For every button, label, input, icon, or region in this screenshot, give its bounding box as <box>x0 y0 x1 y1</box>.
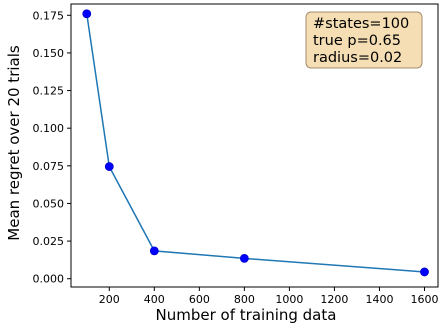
series-layer <box>82 9 429 277</box>
y-tick-label: 0.050 <box>33 197 65 210</box>
x-tick-label: 400 <box>144 293 165 306</box>
annotation-line-2: true p=0.65 <box>313 33 401 49</box>
annotation-box: #states=100 true p=0.65 radius=0.02 <box>305 11 423 69</box>
y-tick-label: 0.100 <box>33 122 65 135</box>
annotation-line-1: #states=100 <box>313 16 409 32</box>
x-tick-label: 1600 <box>410 293 438 306</box>
x-axis-label: Number of training data <box>156 306 337 324</box>
x-tick-label: 1400 <box>365 293 393 306</box>
x-axis-ticks: 200 400 600 800 1000 1200 1400 1600 <box>99 287 438 306</box>
data-point <box>82 9 92 19</box>
data-point <box>239 253 249 263</box>
y-tick-label: 0.175 <box>33 9 65 22</box>
y-tick-label: 0.125 <box>33 85 65 98</box>
data-point <box>149 246 159 256</box>
data-point <box>420 267 429 277</box>
x-tick-label: 600 <box>189 293 210 306</box>
x-tick-label: 200 <box>99 293 120 306</box>
x-tick-label: 1200 <box>320 293 348 306</box>
plot-frame <box>70 3 439 288</box>
y-axis-label: Mean regret over 20 trials <box>5 45 23 241</box>
y-tick-label: 0.000 <box>33 273 65 286</box>
x-tick-label: 800 <box>234 293 255 306</box>
annotation-line-3: radius=0.02 <box>313 50 402 66</box>
x-tick-label: 1000 <box>275 293 303 306</box>
plot-area-border <box>70 3 439 288</box>
data-point <box>104 162 114 171</box>
annotation-background <box>305 11 423 69</box>
y-tick-label: 0.075 <box>33 160 65 173</box>
y-tick-label: 0.150 <box>33 47 65 60</box>
y-tick-label: 0.025 <box>33 235 65 248</box>
y-axis-ticks: 0.000 0.025 0.050 0.075 0.100 0.125 0.150 0.175 <box>33 9 71 286</box>
